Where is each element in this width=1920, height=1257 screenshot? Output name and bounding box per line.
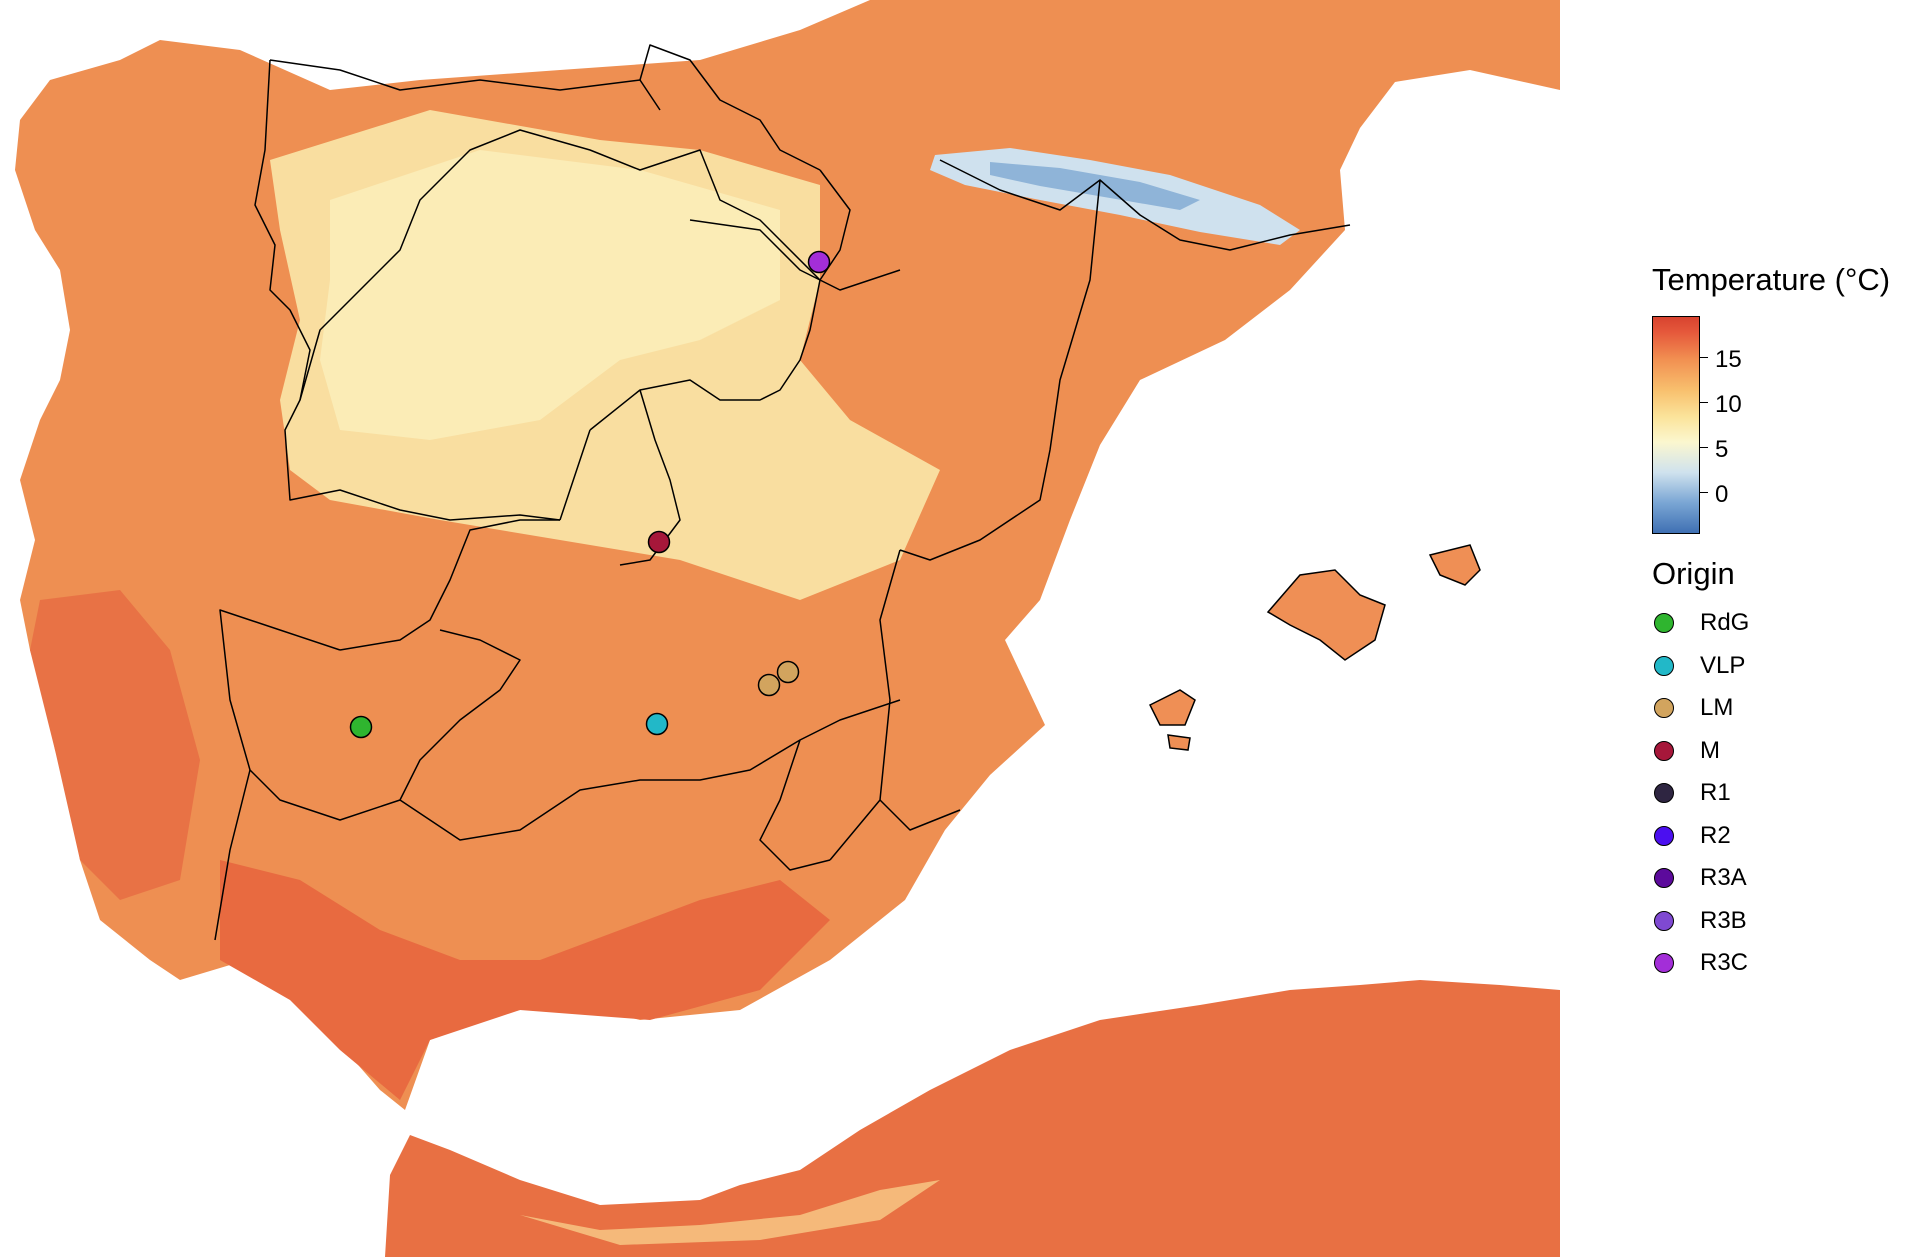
temperature-colorbar (1652, 316, 1700, 534)
origin-points (349, 250, 831, 739)
origin-label: R3B (1700, 906, 1747, 934)
origin-legend-item: R2 (1652, 815, 1920, 858)
legend: Temperature (°C) 15 10 5 0 Origin RdG VLP… (1652, 262, 1920, 985)
west-hot-zone (30, 590, 200, 900)
origin-legend-title: Origin (1652, 556, 1735, 591)
origin-swatch (1654, 740, 1674, 761)
iberia-temperature-map (15, 0, 1560, 1257)
colorbar-tick-label: 15 (1715, 346, 1742, 373)
point-r3c (807, 250, 831, 274)
temperature-colorbar-wrap: 15 10 5 0 (1652, 316, 1920, 534)
origin-legend-item: RdG (1652, 602, 1920, 645)
ibiza (1148, 689, 1196, 726)
origin-label: VLP (1700, 651, 1746, 679)
origin-swatch (1654, 613, 1674, 634)
pyrenees-coldest (990, 162, 1200, 210)
origin-legend-item: M (1652, 730, 1920, 773)
origin-legend-item: R3B (1652, 900, 1920, 943)
origin-swatch (1654, 910, 1674, 931)
origin-swatch (1654, 655, 1674, 676)
mallorca (1266, 569, 1386, 661)
region-borders (214, 44, 1351, 941)
point-m (647, 530, 671, 554)
origin-swatch (1654, 953, 1674, 974)
colorbar-tick-label: 0 (1715, 481, 1729, 508)
origin-label: R3C (1700, 949, 1749, 977)
atlas-cool-zone (520, 1180, 940, 1245)
menorca (1428, 544, 1481, 586)
formentera (1167, 734, 1191, 751)
point-lm-1 (757, 673, 781, 697)
colorbar-tick-label: 10 (1715, 391, 1742, 418)
origin-label: R3A (1700, 864, 1747, 892)
origin-legend-item: R3A (1652, 857, 1920, 900)
origin-swatch (1654, 783, 1674, 804)
origin-legend-item: LM (1652, 687, 1920, 730)
origin-label: LM (1700, 694, 1734, 722)
central-pale-zone (320, 150, 780, 440)
origin-legend-item: R3C (1652, 942, 1920, 985)
north-africa (385, 980, 1560, 1257)
point-vlp (645, 712, 669, 736)
origin-legend-item: VLP (1652, 645, 1920, 688)
origin-swatch (1654, 868, 1674, 889)
origin-label: R2 (1700, 821, 1731, 849)
origin-label: M (1700, 736, 1720, 764)
origin-legend-item: R1 (1652, 772, 1920, 815)
point-rdg (349, 715, 373, 739)
origin-swatch (1654, 825, 1674, 846)
origin-legend-list: RdG VLP LM M R1 R2 R3A R3B R3C (1652, 602, 1920, 985)
point-lm-2 (776, 660, 800, 684)
origin-label: RdG (1700, 609, 1750, 637)
origin-label: R1 (1700, 779, 1731, 807)
origin-swatch (1654, 698, 1674, 719)
south-hot-zone (220, 860, 830, 1100)
temperature-legend-title: Temperature (°C) (1652, 262, 1891, 297)
colorbar-tick-label: 5 (1715, 436, 1729, 463)
